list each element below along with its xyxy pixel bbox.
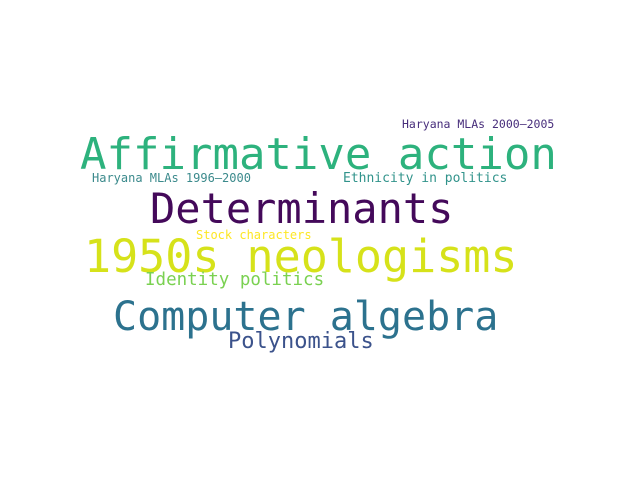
word-stock-characters: Stock characters	[196, 228, 312, 242]
word-computer-algebra: Computer algebra	[113, 294, 499, 340]
word-identity-politics: Identity politics	[145, 270, 325, 290]
word-affirmative-action: Affirmative action	[80, 129, 557, 180]
word-polynomials: Polynomials	[228, 329, 374, 354]
word-1950s-neologisms: 1950s neologisms	[84, 230, 518, 283]
word-determinants: Determinants	[150, 184, 454, 233]
word-haryana-mlas-2000-2005: Haryana MLAs 2000–2005	[402, 117, 555, 131]
word-ethnicity-in-politics: Ethnicity in politics	[343, 171, 508, 186]
word-haryana-mlas-1996-2000: Haryana MLAs 1996–2000	[92, 171, 251, 185]
